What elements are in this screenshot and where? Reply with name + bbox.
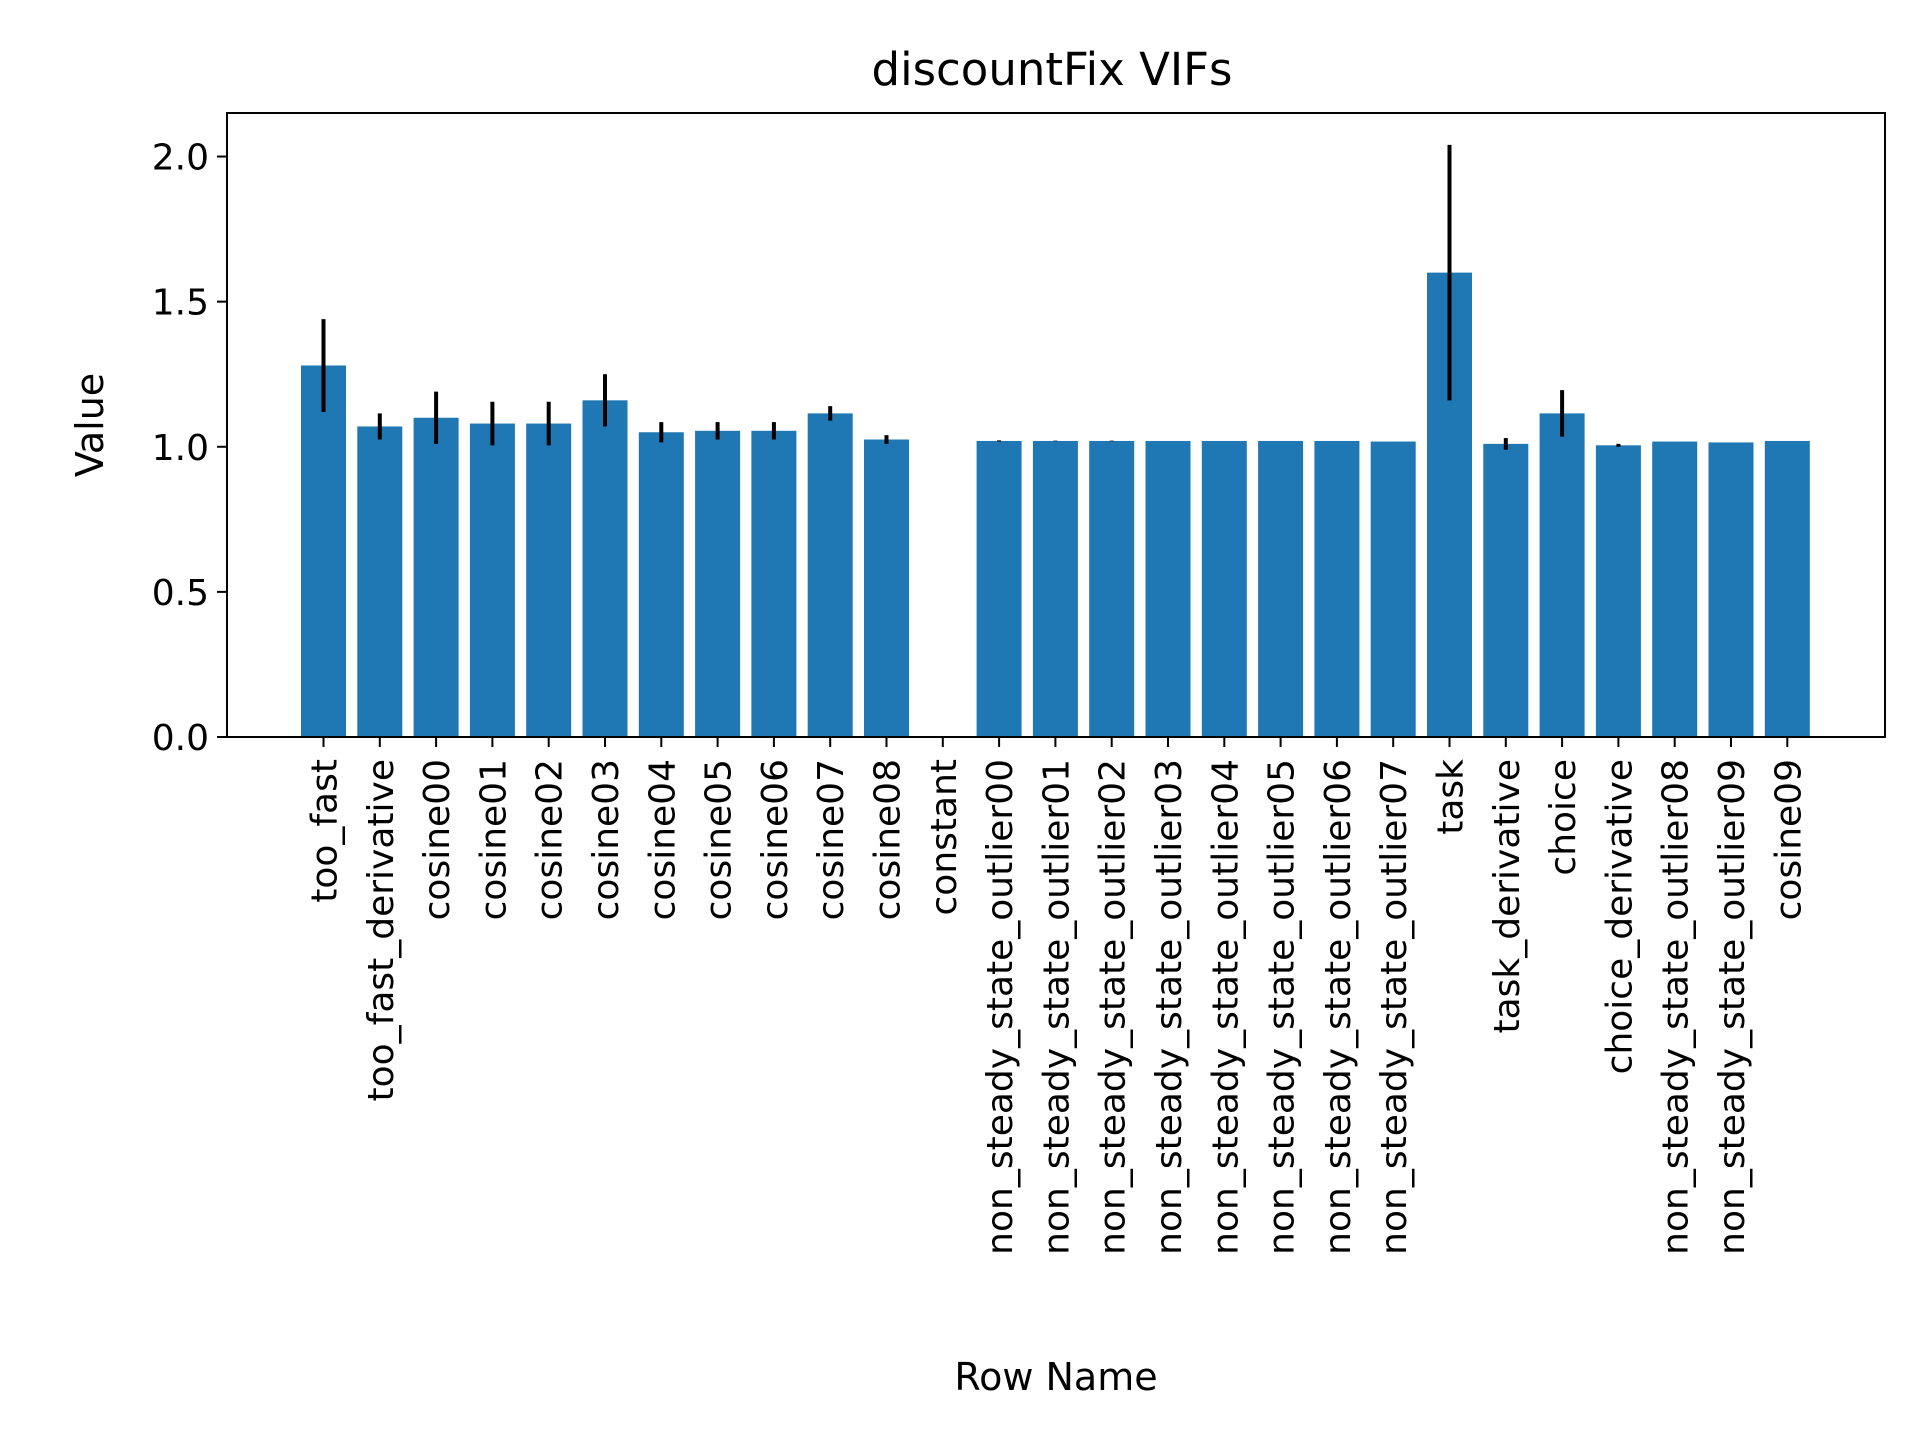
x-tick-label: non_steady_state_outlier02 [1093,759,1134,1255]
x-tick-label: non_steady_state_outlier05 [1262,759,1303,1255]
error-bars-group [321,144,1621,450]
bar-non_steady_state_outlier04 [1201,440,1247,737]
x-tick-label: cosine06 [755,759,796,920]
bars-group [301,272,1810,737]
x-tick-label: cosine04 [642,759,683,920]
y-tick-label: 1.5 [152,283,209,324]
x-tick-label: constant [924,759,965,916]
x-tick-label: task [1431,759,1472,835]
y-axis: 0.0 0.5 1.0 1.5 2.0 [152,138,227,759]
x-tick-label: cosine00 [417,759,458,920]
x-tick-label: non_steady_state_outlier04 [1205,759,1246,1255]
bar-non_steady_state_outlier03 [1145,440,1191,737]
bar-cosine08 [864,439,909,737]
x-tick-label: non_steady_state_outlier06 [1318,759,1359,1255]
chart-title: discountFix VIFs [872,43,1233,96]
y-tick-label: 0.0 [152,718,209,759]
x-tick-label: too_fast [305,759,346,903]
bar-too_fast_derivative [357,426,403,737]
bar-too_fast [301,365,346,737]
x-tick-label: cosine09 [1768,759,1809,920]
bar-cosine07 [807,413,853,737]
x-axis: too_fast too_fast_derivative cosine00 cosin… [305,737,1809,1255]
bar-cosine05 [695,430,741,737]
bar-non_steady_state_outlier05 [1258,440,1304,737]
y-tick-label: 1.0 [152,428,209,469]
x-axis-label: Row Name [954,1355,1157,1399]
x-tick-label: cosine01 [473,759,514,920]
bar-non_steady_state_outlier07 [1370,441,1416,737]
x-tick-label: non_steady_state_outlier07 [1374,759,1415,1255]
y-axis-label: Value [68,373,112,477]
bar-cosine02 [526,423,572,737]
bar-cosine09 [1764,440,1810,737]
bar-task_derivative [1483,443,1529,737]
x-tick-label: cosine07 [811,759,852,920]
x-tick-label: choice [1543,759,1584,876]
bar-non_steady_state_outlier02 [1089,440,1135,737]
y-tick-label: 0.5 [152,573,209,614]
x-tick-label: task_derivative [1487,759,1528,1034]
bar-non_steady_state_outlier09 [1708,442,1754,737]
x-tick-label: cosine03 [586,759,627,920]
x-tick-label: cosine08 [868,759,909,920]
x-tick-label: cosine05 [699,759,740,920]
bar-cosine00 [413,417,459,737]
x-tick-label: choice_derivative [1599,759,1640,1074]
x-tick-label: non_steady_state_outlier00 [980,759,1021,1255]
bar-non_steady_state_outlier00 [976,440,1022,737]
x-tick-label: non_steady_state_outlier08 [1656,759,1697,1255]
bar-non_steady_state_outlier01 [1032,440,1078,737]
bar-choice [1539,413,1585,737]
bar-cosine06 [751,430,797,737]
x-tick-label: non_steady_state_outlier09 [1712,759,1753,1255]
bar-non_steady_state_outlier06 [1314,440,1360,737]
y-tick-label: 2.0 [152,138,209,179]
x-tick-label: cosine02 [530,759,571,920]
bar-cosine04 [638,432,684,737]
bar-non_steady_state_outlier08 [1652,441,1698,737]
bar-cosine03 [582,400,628,737]
x-tick-label: non_steady_state_outlier01 [1036,759,1077,1255]
x-tick-label: non_steady_state_outlier03 [1149,759,1190,1255]
bar-choice_derivative [1595,445,1641,737]
x-tick-label: too_fast_derivative [361,759,402,1102]
bar-cosine01 [469,423,515,737]
